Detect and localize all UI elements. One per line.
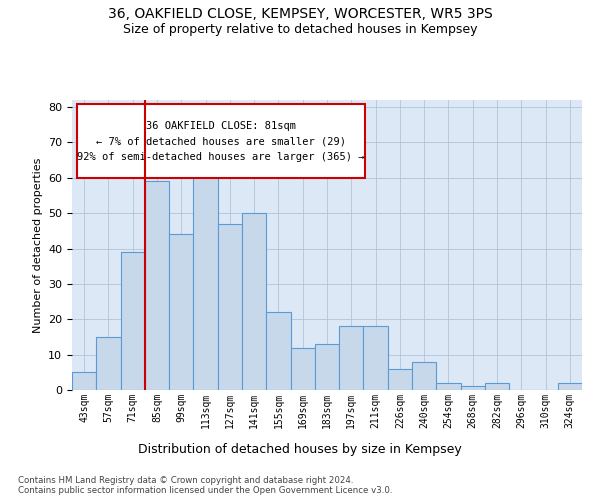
- Bar: [290, 348, 315, 390]
- Bar: [242, 213, 266, 390]
- Bar: [266, 312, 290, 390]
- Bar: [461, 386, 485, 390]
- Y-axis label: Number of detached properties: Number of detached properties: [32, 158, 43, 332]
- Bar: [388, 369, 412, 390]
- Bar: [145, 182, 169, 390]
- Bar: [412, 362, 436, 390]
- Text: Size of property relative to detached houses in Kempsey: Size of property relative to detached ho…: [123, 22, 477, 36]
- Text: 36 OAKFIELD CLOSE: 81sqm
← 7% of detached houses are smaller (29)
92% of semi-de: 36 OAKFIELD CLOSE: 81sqm ← 7% of detache…: [77, 120, 365, 162]
- FancyBboxPatch shape: [77, 104, 365, 178]
- Bar: [121, 252, 145, 390]
- Bar: [218, 224, 242, 390]
- Bar: [193, 160, 218, 390]
- Bar: [436, 383, 461, 390]
- Bar: [72, 372, 96, 390]
- Bar: [169, 234, 193, 390]
- Text: Contains HM Land Registry data © Crown copyright and database right 2024.
Contai: Contains HM Land Registry data © Crown c…: [18, 476, 392, 495]
- Bar: [364, 326, 388, 390]
- Bar: [339, 326, 364, 390]
- Bar: [485, 383, 509, 390]
- Text: Distribution of detached houses by size in Kempsey: Distribution of detached houses by size …: [138, 442, 462, 456]
- Bar: [558, 383, 582, 390]
- Bar: [96, 337, 121, 390]
- Bar: [315, 344, 339, 390]
- Text: 36, OAKFIELD CLOSE, KEMPSEY, WORCESTER, WR5 3PS: 36, OAKFIELD CLOSE, KEMPSEY, WORCESTER, …: [107, 8, 493, 22]
